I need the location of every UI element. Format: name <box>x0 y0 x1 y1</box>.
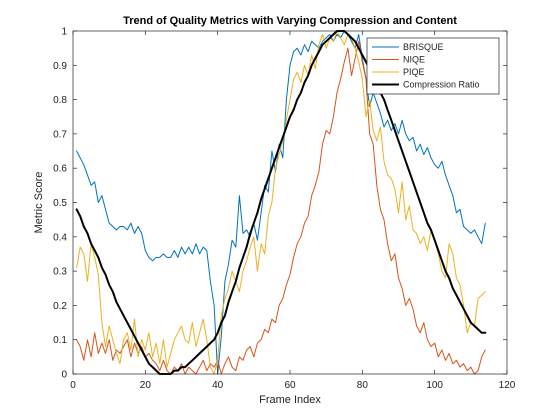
y-tick-label: 0.3 <box>53 267 67 278</box>
x-axis-label: Frame Index <box>259 394 321 406</box>
legend-label-piqe: PIQE <box>403 67 425 77</box>
series-line-brisque <box>76 30 486 375</box>
y-tick-label: 0.8 <box>53 95 67 106</box>
y-tick-label: 0.1 <box>53 335 67 346</box>
legend-label-brisque: BRISQUE <box>403 42 444 52</box>
legend: BRISQUE NIQE PIQE Compression Ratio <box>366 37 500 95</box>
y-tick-label: 0.6 <box>53 164 67 175</box>
y-tick-label: 0.4 <box>53 232 67 243</box>
series-line-compression-ratio <box>75 30 487 375</box>
plot-content <box>75 30 487 375</box>
y-tick-label: 1 <box>61 27 67 38</box>
ticks-layer: 0 20 40 60 80 100 120 0 0.1 0.2 0.3 0.4 0.5 0.6 0.7 0.8… <box>53 27 516 392</box>
y-tick-label: 0.5 <box>53 198 67 209</box>
x-tick-label: 100 <box>426 380 443 391</box>
chart-title: Trend of Quality Metrics with Varying Co… <box>123 15 457 27</box>
legend-label-compression-ratio: Compression Ratio <box>403 80 480 90</box>
y-tick-label: 0 <box>61 370 67 381</box>
x-tick-label: 60 <box>284 380 296 391</box>
x-tick-label: 20 <box>140 380 152 391</box>
y-tick-label: 0.7 <box>53 129 67 140</box>
y-tick-label: 0.2 <box>53 301 67 312</box>
x-tick-label: 80 <box>357 380 369 391</box>
y-axis-label: Metric Score <box>33 172 45 234</box>
series-line-piqe <box>76 30 486 375</box>
x-tick-label: 120 <box>499 380 516 391</box>
x-tick-label: 40 <box>212 380 224 391</box>
y-tick-label: 0.9 <box>53 61 67 72</box>
x-tick-label: 0 <box>70 380 76 391</box>
legend-label-niqe: NIQE <box>403 55 425 65</box>
